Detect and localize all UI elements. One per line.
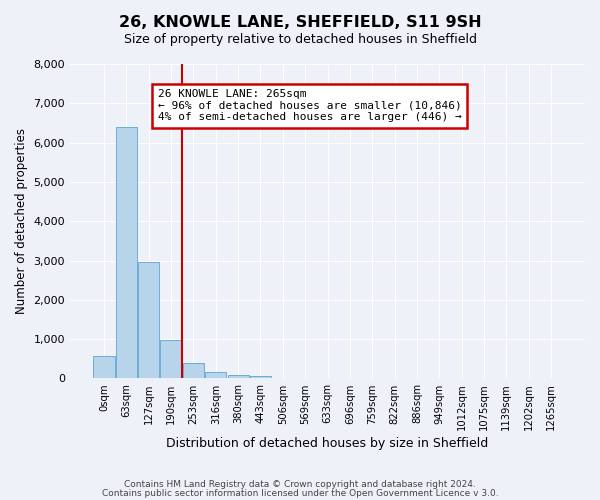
Bar [250,376,271,378]
Bar [227,374,249,378]
Text: 26 KNOWLE LANE: 265sqm
← 96% of detached houses are smaller (10,846)
4% of semi-: 26 KNOWLE LANE: 265sqm ← 96% of detached… [158,89,461,122]
X-axis label: Distribution of detached houses by size in Sheffield: Distribution of detached houses by size … [166,437,488,450]
Bar [205,372,226,378]
Y-axis label: Number of detached properties: Number of detached properties [15,128,28,314]
Text: 26, KNOWLE LANE, SHEFFIELD, S11 9SH: 26, KNOWLE LANE, SHEFFIELD, S11 9SH [119,15,481,30]
Text: Contains public sector information licensed under the Open Government Licence v : Contains public sector information licen… [101,489,499,498]
Bar [116,127,137,378]
Bar [94,356,115,378]
Bar [160,340,182,378]
Bar [183,362,204,378]
Text: Size of property relative to detached houses in Sheffield: Size of property relative to detached ho… [124,32,476,46]
Bar [138,262,160,378]
Text: Contains HM Land Registry data © Crown copyright and database right 2024.: Contains HM Land Registry data © Crown c… [124,480,476,489]
